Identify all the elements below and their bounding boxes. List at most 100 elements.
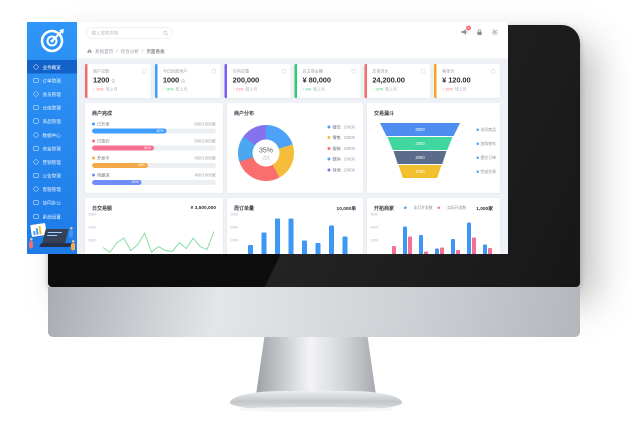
- funnel-layer: 2000: [393, 151, 447, 164]
- kpi-title: 总交易金额: [302, 69, 323, 74]
- kpi-trend: ↑ 10% 较上月: [93, 87, 118, 92]
- announcement-icon[interactable]: 5: [461, 25, 471, 36]
- info-icon[interactable]: [491, 68, 496, 74]
- info-icon[interactable]: [141, 68, 147, 74]
- progress-fill: 60%: [92, 128, 167, 134]
- kpi-value: ¥ 80,000: [302, 76, 331, 85]
- bar: [261, 232, 267, 254]
- panel-title: 交易漏斗: [374, 111, 394, 117]
- progress-track: 45%: [92, 162, 216, 168]
- bar: [315, 243, 321, 254]
- dashboard: 业务概览 订单管理 会员管理 仓库管理 商品管理 数据中心 资金管理 营销管理 …: [27, 22, 508, 254]
- donut-chart: [238, 125, 294, 181]
- document-icon: [33, 77, 39, 83]
- bar-chart: [245, 213, 356, 254]
- breadcrumb-level2[interactable]: 综合分析: [120, 48, 140, 54]
- y-tick: 6000: [230, 226, 239, 230]
- sidebar-item-warehouse[interactable]: 仓库管理: [27, 101, 77, 115]
- line-chart: [103, 231, 214, 254]
- series-dot: [92, 156, 95, 160]
- y-tick: 6000: [370, 213, 379, 217]
- panel-title: 商户完成: [92, 111, 112, 117]
- sidebar-item-notices[interactable]: 公告管理: [27, 169, 77, 183]
- notification-badge: 5: [466, 25, 471, 31]
- sidebar-item-data[interactable]: 数据中心: [27, 128, 77, 142]
- box-icon: [33, 105, 39, 111]
- kpi-value: 24,200.00: [372, 76, 405, 85]
- info-icon[interactable]: [421, 68, 426, 74]
- sidebar-item-label: 资金管理: [42, 146, 61, 152]
- panel-title: 周订单量: [234, 206, 254, 212]
- info-icon[interactable]: [211, 68, 217, 74]
- sidebar-item-label: 会员管理: [42, 91, 61, 97]
- topbar: 5: [77, 22, 508, 43]
- daily-amount-panel: 日交易额 ¥ 3,500,000 5000 4000 3000: [85, 198, 223, 254]
- bar: [403, 226, 407, 254]
- wallet-icon: [33, 145, 39, 151]
- main-content: 商户总数 1200 位 ↑ 10% 较上月 今日活跃用户 1000 位 ↑ 10%…: [77, 59, 508, 254]
- legend-item: 餐饮 10000: [327, 124, 355, 130]
- sidebar-item-label: 系统设置: [42, 214, 61, 220]
- series-dot: [327, 136, 331, 140]
- info-icon[interactable]: [351, 68, 356, 74]
- info-icon[interactable]: [281, 68, 287, 74]
- bar-legend: 本月开发数 实际开发数: [404, 205, 466, 211]
- search-box: [86, 27, 173, 39]
- kpi-card-merchants: 商户总数 1200 位 ↑ 10% 较上月: [85, 64, 151, 98]
- progress-row: 待跟进 400/1000家 40%: [92, 172, 216, 185]
- y-tick: 2000: [370, 239, 379, 243]
- sidebar-item-overview[interactable]: 业务概览: [27, 60, 77, 74]
- calendar-icon: [33, 200, 39, 206]
- panel-title: 开拓商家: [374, 206, 394, 212]
- breadcrumb-home[interactable]: 系统首页: [95, 48, 114, 54]
- y-tick: 4000: [370, 226, 379, 230]
- breadcrumb-separator: /: [116, 48, 118, 54]
- gear-icon[interactable]: [491, 29, 499, 36]
- series-dot: [327, 157, 331, 161]
- user-icon: [33, 91, 39, 97]
- merchant-progress-panel: 商户完成 已开发 600/1000家 60% 已签约 500/1000家 50% 开…: [85, 103, 223, 193]
- funnel-panel: 交易漏斗 3000 2500 2000 1000 访问商品 加购物车 提交订单 …: [367, 103, 500, 193]
- series-dot: [92, 139, 95, 143]
- legend-item: 数码 10000: [327, 156, 355, 162]
- kpi-card-gmv: 总交易金额 ¥ 80,000 ↑ 8% 较上月: [294, 64, 361, 98]
- sidebar-item-label: 商品管理: [42, 119, 61, 125]
- sidebar-item-members[interactable]: 会员管理: [27, 87, 77, 101]
- channel-panel: 开拓商家 本月开发数 实际开发数 1,000家 6000 4000 2000: [367, 198, 500, 254]
- search-input[interactable]: [86, 30, 163, 36]
- distribution-panel: 商户分布 35% 占比 餐饮 10000 零售 10000 服装 10000 数码 10…: [227, 103, 363, 193]
- breadcrumb-current: 页面看板: [146, 48, 165, 54]
- sidebar-item-label: 营销管理: [42, 159, 61, 165]
- kpi-card-active-users: 今日活跃用户 1000 位 ↑ 10% 较上月: [154, 64, 221, 98]
- screen: 业务概览 订单管理 会员管理 仓库管理 商品管理 数据中心 资金管理 营销管理 …: [27, 22, 508, 254]
- sidebar-item-products[interactable]: 商品管理: [27, 114, 77, 128]
- sidebar-item-orders[interactable]: 订单管理: [27, 74, 77, 88]
- lock-icon[interactable]: [477, 29, 483, 36]
- sidebar-item-support[interactable]: 客服管理: [27, 182, 77, 196]
- funnel-chart: 3000 2500 2000 1000: [380, 123, 460, 179]
- sidebar-item-label: 仓库管理: [42, 105, 61, 111]
- sidebar-item-office[interactable]: 协同办公: [27, 196, 77, 210]
- sidebar-item-marketing[interactable]: 营销管理: [27, 155, 77, 169]
- bar: [275, 218, 280, 254]
- sidebar-item-settings[interactable]: 系统设置: [27, 210, 77, 224]
- bar: [288, 218, 294, 254]
- sidebar-item-label: 客服管理: [42, 187, 61, 193]
- sidebar-item-funds[interactable]: 资金管理: [27, 142, 77, 156]
- bar: [456, 250, 460, 254]
- series-dot: [92, 173, 95, 177]
- sidebar-item-label: 协同办公: [42, 200, 61, 206]
- kpi-value: 1200 位: [93, 76, 116, 85]
- kpi-value: 200,000: [232, 76, 260, 85]
- progress-fill: 40%: [92, 179, 142, 185]
- donut-center: 35% 占比: [258, 145, 274, 160]
- funnel-label: 访问商品: [476, 127, 496, 133]
- kpi-value: 1000 位: [162, 76, 186, 85]
- kpi-trend: ↑ 10% 较上月: [442, 87, 467, 92]
- search-icon[interactable]: [163, 30, 169, 36]
- kpi-trend: ↑ 10% 较上月: [162, 87, 188, 92]
- monitor-chin: [48, 287, 580, 337]
- panel-total: 10,000单: [336, 205, 356, 212]
- sidebar-item-label: 业务概览: [42, 64, 61, 70]
- progress-row: 已开发 600/1000家 60%: [92, 121, 216, 134]
